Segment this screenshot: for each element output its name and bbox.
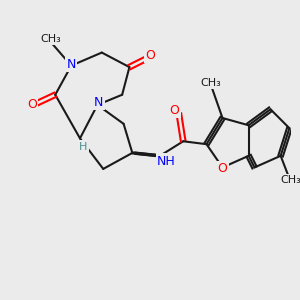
Text: O: O [169,104,179,117]
Text: NH: NH [157,154,176,168]
Text: N: N [67,58,76,71]
Text: CH₃: CH₃ [280,175,300,185]
Text: N: N [94,95,104,109]
Text: O: O [145,49,155,62]
Text: H: H [79,142,88,152]
Text: CH₃: CH₃ [200,77,221,88]
Text: CH₃: CH₃ [40,34,61,44]
Text: O: O [218,162,227,176]
Text: O: O [27,98,37,111]
